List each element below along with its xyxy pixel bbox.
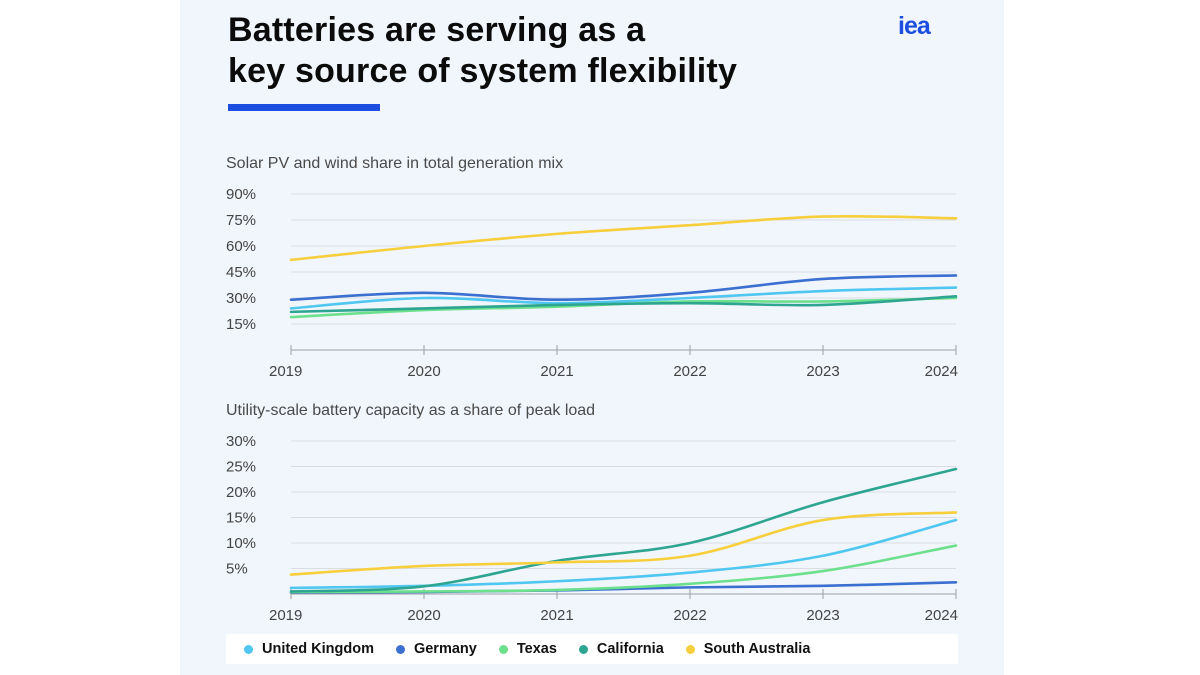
x-tick-label: 2023 bbox=[806, 607, 839, 624]
series-line-texas bbox=[289, 544, 958, 594]
series-line-south-australia bbox=[289, 511, 958, 576]
series-line-germany bbox=[289, 274, 958, 302]
y-tick-label: 90% bbox=[226, 186, 256, 203]
legend-item-south-australia: South Australia bbox=[685, 641, 811, 657]
title-line-2: key source of system flexibility bbox=[228, 52, 738, 90]
legend-item-california: California bbox=[578, 641, 664, 657]
page-title: Batteries are serving as a key source of… bbox=[228, 10, 928, 92]
legend-dot bbox=[244, 644, 253, 654]
chart-1-title: Solar PV and wind share in total generat… bbox=[226, 155, 563, 172]
y-tick-label: 60% bbox=[226, 238, 256, 255]
legend-dot bbox=[578, 644, 588, 654]
legend-dot bbox=[498, 644, 508, 654]
legend-label: Texas bbox=[516, 641, 557, 657]
logo-text: iea bbox=[898, 14, 932, 38]
y-tick-label: 20% bbox=[226, 484, 256, 501]
x-tick-label: 2020 bbox=[407, 363, 440, 380]
x-tick-label: 2021 bbox=[540, 363, 573, 380]
legend-item-germany: Germany bbox=[395, 641, 477, 657]
y-tick-label: 30% bbox=[226, 433, 256, 450]
legend-label: Germany bbox=[413, 641, 477, 657]
legend-dot bbox=[395, 644, 405, 654]
title-underline bbox=[228, 104, 380, 111]
legend-label: South Australia bbox=[703, 641, 811, 657]
legend-label: California bbox=[596, 641, 664, 657]
x-tick-label: 2022 bbox=[673, 607, 706, 624]
y-tick-label: 75% bbox=[226, 212, 256, 229]
series-line-south-australia bbox=[289, 214, 958, 262]
y-tick-label: 5% bbox=[226, 561, 248, 578]
series-line-california bbox=[289, 467, 958, 593]
x-tick-label: 2022 bbox=[673, 363, 706, 380]
charts-svg: Solar PV and wind share in total generat… bbox=[226, 155, 958, 624]
x-tick-label: 2019 bbox=[269, 363, 302, 380]
series-line-california bbox=[289, 294, 958, 314]
chart-2-title: Utility-scale battery capacity as a shar… bbox=[226, 402, 595, 419]
x-tick-label: 2021 bbox=[540, 607, 573, 624]
y-tick-label: 15% bbox=[226, 510, 256, 527]
y-tick-label: 30% bbox=[226, 290, 256, 307]
series-line-united-kingdom bbox=[289, 518, 958, 590]
x-tick-label: 2023 bbox=[806, 363, 839, 380]
y-tick-label: 10% bbox=[226, 535, 256, 552]
x-tick-label: 2019 bbox=[269, 607, 302, 624]
y-tick-label: 15% bbox=[226, 316, 256, 333]
x-tick-label: 2024 bbox=[925, 607, 958, 624]
x-tick-label: 2020 bbox=[407, 607, 440, 624]
iea-logo: iea bbox=[898, 14, 933, 38]
legend: United Kingdom Germany Texas California Sout… bbox=[226, 634, 958, 664]
chart-card: Batteries are serving as a key source of… bbox=[180, 0, 1004, 675]
legend-dot bbox=[685, 644, 695, 654]
legend-label: United Kingdom bbox=[262, 641, 374, 657]
y-tick-label: 45% bbox=[226, 264, 256, 281]
legend-item-texas: Texas bbox=[498, 641, 557, 657]
legend-item-united-kingdom: United Kingdom bbox=[244, 641, 374, 657]
y-tick-label: 25% bbox=[226, 459, 256, 476]
x-tick-label: 2024 bbox=[925, 363, 958, 380]
series-line-united-kingdom bbox=[289, 286, 958, 310]
title-line-1: Batteries are serving as a bbox=[228, 11, 646, 49]
